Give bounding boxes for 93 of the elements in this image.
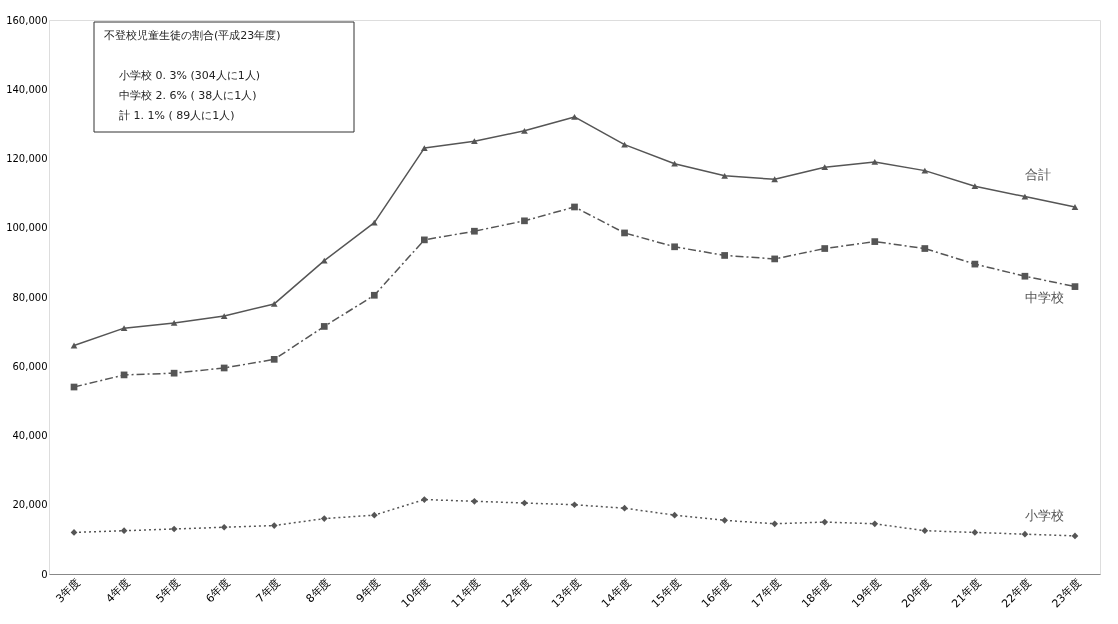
annotation: 不登校児童生徒の割合(平成23年度) xyxy=(104,29,281,42)
x-tick-label: 14年度 xyxy=(598,575,634,611)
point xyxy=(771,255,779,263)
point xyxy=(170,369,178,377)
y-tick-label: 40,000 xyxy=(12,430,48,441)
x-tick-label: 3年度 xyxy=(53,575,84,606)
point xyxy=(370,511,378,519)
y-tick-label: 140,000 xyxy=(6,83,48,95)
point xyxy=(70,342,78,349)
point xyxy=(871,159,879,165)
x-tick-label: 10年度 xyxy=(398,575,434,611)
point xyxy=(521,217,528,225)
point xyxy=(521,127,528,134)
point xyxy=(971,183,979,190)
series-label: 中学校 xyxy=(1024,290,1064,306)
x-tick-label: 19年度 xyxy=(849,575,884,611)
point xyxy=(421,236,428,244)
series-label: 小学校 xyxy=(1024,508,1064,524)
y-tick-label: 60,000 xyxy=(12,360,48,372)
x-tick-label: 17年度 xyxy=(749,575,784,611)
point xyxy=(370,291,378,299)
y-tick-label: 20,000 xyxy=(12,499,48,511)
point xyxy=(1071,204,1079,210)
point xyxy=(471,227,478,235)
point xyxy=(571,203,578,211)
x-tick-label: 6年度 xyxy=(203,575,234,606)
x-tick-label: 23年度 xyxy=(1049,575,1084,611)
point xyxy=(621,229,628,237)
x-tick-label: 15年度 xyxy=(648,575,684,611)
x-tick-label: 9年度 xyxy=(353,575,384,606)
x-tick-label: 22年度 xyxy=(999,575,1034,611)
point xyxy=(421,496,428,503)
x-tick-label: 5年度 xyxy=(153,575,184,606)
x-tick-label: 7年度 xyxy=(253,575,284,606)
point xyxy=(270,522,278,529)
point xyxy=(821,164,829,171)
x-tick-label: 11年度 xyxy=(448,575,484,611)
point xyxy=(120,325,128,332)
point xyxy=(1021,530,1029,538)
x-tick-label: 16年度 xyxy=(698,575,734,611)
y-tick-label: 80,000 xyxy=(12,291,48,303)
y-tick-label: 100,000 xyxy=(6,222,48,234)
point xyxy=(821,245,829,252)
point xyxy=(921,167,929,174)
point xyxy=(871,520,879,528)
point xyxy=(721,516,728,524)
annotation: 小学校 0. 3% (304人に1人) xyxy=(119,69,261,82)
point xyxy=(270,355,278,363)
x-tick-label: 12年度 xyxy=(498,575,534,611)
series-label: 合計 xyxy=(1024,166,1051,182)
y-tick-label: 0 xyxy=(41,568,48,580)
x-tick-label: 13年度 xyxy=(548,575,584,611)
point xyxy=(871,238,879,245)
point xyxy=(1071,283,1079,290)
point xyxy=(621,141,628,148)
point xyxy=(671,243,678,251)
point xyxy=(821,518,829,526)
x-tick-label: 20年度 xyxy=(899,575,934,611)
x-tick-label: 4年度 xyxy=(103,575,134,606)
point xyxy=(771,176,779,183)
point xyxy=(471,138,478,145)
x-tick-label: 8年度 xyxy=(303,575,334,606)
point xyxy=(971,529,979,536)
point xyxy=(471,497,478,505)
point xyxy=(320,323,328,330)
point xyxy=(220,313,228,319)
point xyxy=(320,257,328,264)
x-tick-label: 21年度 xyxy=(949,575,984,611)
point xyxy=(771,520,779,528)
point xyxy=(1071,532,1079,540)
point xyxy=(170,320,178,326)
annotation: 計 1. 1% ( 89人に1人) xyxy=(119,109,235,122)
point xyxy=(1021,272,1029,280)
point xyxy=(671,160,678,167)
point xyxy=(671,511,678,519)
y-tick-label: 120,000 xyxy=(6,153,48,164)
point xyxy=(270,301,278,307)
point xyxy=(421,145,428,152)
point xyxy=(921,245,929,252)
point xyxy=(320,515,328,522)
point xyxy=(120,527,128,535)
y-tick-label: 160,000 xyxy=(6,14,48,26)
point xyxy=(921,527,929,535)
point xyxy=(571,501,578,509)
annotation: 中学校 2. 6% ( 38人に1人) xyxy=(119,89,257,102)
point xyxy=(170,525,178,533)
point xyxy=(721,252,728,259)
point xyxy=(571,114,578,120)
point xyxy=(721,172,728,179)
point xyxy=(621,504,628,512)
point xyxy=(220,364,228,372)
point xyxy=(220,523,228,531)
x-tick-label: 18年度 xyxy=(799,575,834,611)
